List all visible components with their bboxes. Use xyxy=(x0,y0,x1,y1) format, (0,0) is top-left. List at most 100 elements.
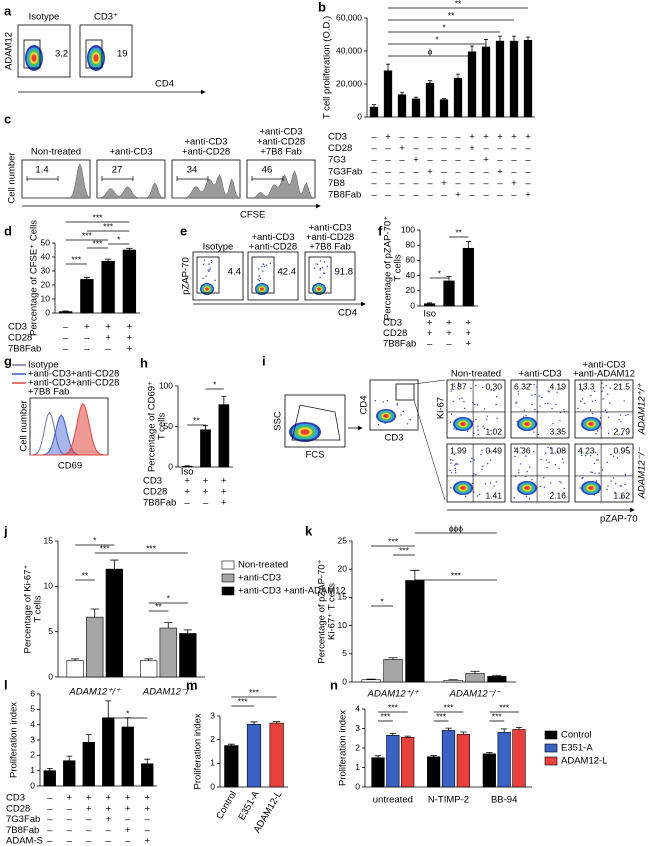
event-dot xyxy=(552,422,554,425)
bar xyxy=(405,580,425,683)
legend-label: +anti-CD3 +anti-ADAM12 xyxy=(238,586,346,597)
density-plot xyxy=(460,486,466,490)
event-dot xyxy=(561,458,564,460)
condition-sign: – xyxy=(455,132,461,143)
event-dot xyxy=(517,393,520,395)
gate-value: 19 xyxy=(117,49,128,60)
condition-sign: – xyxy=(67,803,73,814)
condition-sign: + xyxy=(511,132,517,143)
condition-sign: – xyxy=(47,814,53,825)
bar xyxy=(218,404,230,468)
event-dot xyxy=(531,403,533,406)
event-dot xyxy=(262,270,264,272)
quadrant-value: 0.95 xyxy=(613,445,630,455)
event-dot xyxy=(525,495,528,498)
event-dot xyxy=(559,480,561,483)
condition-sign: – xyxy=(67,825,73,836)
event-dot xyxy=(214,279,216,282)
plot-frame xyxy=(247,251,299,301)
condition-sign: + xyxy=(86,803,92,814)
bar xyxy=(441,730,456,788)
significance-label: *** xyxy=(100,543,111,553)
plot-title: +anti-CD3 xyxy=(184,137,227,148)
event-dot xyxy=(531,479,533,481)
event-dot xyxy=(453,428,455,430)
connector xyxy=(413,379,446,501)
event-dot xyxy=(548,461,550,464)
condition-sign: + xyxy=(184,487,190,498)
error-bar xyxy=(512,35,516,42)
x-axis-label: CD4 xyxy=(338,308,357,319)
event-dot xyxy=(530,383,532,386)
event-dot xyxy=(604,409,607,412)
event-dot xyxy=(476,404,479,406)
panel-letter: d xyxy=(4,223,12,238)
significance-label: * xyxy=(435,34,439,44)
event-dot xyxy=(382,401,384,403)
condition-sign: + xyxy=(127,344,133,355)
event-dot xyxy=(602,387,605,389)
y-tick-label: 60 xyxy=(406,255,416,265)
condition-sign: – xyxy=(469,155,475,166)
legend-swatch xyxy=(221,560,235,570)
y-axis-label: T cell proliferation (O.D.) xyxy=(322,16,333,119)
condition-sign: – xyxy=(413,178,419,189)
event-dot xyxy=(481,386,484,389)
event-dot xyxy=(590,394,592,397)
panel-letter: b xyxy=(318,0,326,14)
event-dot xyxy=(596,430,599,432)
event-dot xyxy=(489,459,492,461)
condition-sign: + xyxy=(441,178,447,189)
significance-label: ** xyxy=(82,570,89,580)
y-tick-label: 40 xyxy=(41,251,51,261)
error-bar xyxy=(501,728,508,733)
x-axis-label: CD3 xyxy=(384,433,403,444)
bar xyxy=(200,429,211,468)
event-dot xyxy=(202,277,204,280)
event-dot xyxy=(400,414,402,416)
gate xyxy=(291,404,341,441)
condition-sign: + xyxy=(511,178,517,189)
event-dot xyxy=(534,393,536,396)
y-axis-label: CD4 xyxy=(359,395,370,414)
condition-sign: + xyxy=(466,318,472,329)
event-dot xyxy=(563,409,565,411)
significance-label: ** xyxy=(455,0,462,8)
event-dot xyxy=(619,485,621,487)
group-label: untreated xyxy=(373,795,413,806)
condition-sign: – xyxy=(67,814,73,825)
condition-sign: – xyxy=(399,132,405,143)
y-axis-label: ADAM12 xyxy=(4,32,15,70)
condition-sign: – xyxy=(497,155,503,166)
event-dot xyxy=(602,398,604,400)
error-bar xyxy=(400,91,404,95)
legend-swatch xyxy=(544,756,558,766)
event-dot xyxy=(208,263,210,265)
event-dot xyxy=(396,403,398,405)
event-dot xyxy=(209,269,211,271)
significance-label: *** xyxy=(492,711,503,721)
event-dot xyxy=(548,391,550,393)
bar xyxy=(140,660,158,678)
condition-sign: – xyxy=(525,155,531,166)
quadrant-value: 6.32 xyxy=(514,381,531,391)
event-dot xyxy=(593,390,596,392)
plot-title: Non-treated xyxy=(31,147,81,158)
error-bar xyxy=(126,247,133,250)
event-dot xyxy=(581,477,583,480)
bar xyxy=(453,77,463,118)
event-dot xyxy=(319,267,322,270)
event-dot xyxy=(538,395,540,397)
group-label: ADAM12⁺/⁺ xyxy=(367,689,420,700)
significance-label: *** xyxy=(444,702,455,712)
event-dot xyxy=(624,483,626,486)
event-dot xyxy=(450,487,452,489)
condition-sign: – xyxy=(483,190,489,201)
condition-sign: – xyxy=(47,793,53,804)
quadrant-lines xyxy=(511,444,569,502)
significance-label: ** xyxy=(455,227,462,237)
y-tick-label: 0 xyxy=(410,300,415,310)
event-dot xyxy=(476,495,479,497)
row-label: ADAM12⁺/⁺ xyxy=(637,383,648,436)
error-bar xyxy=(83,276,91,280)
